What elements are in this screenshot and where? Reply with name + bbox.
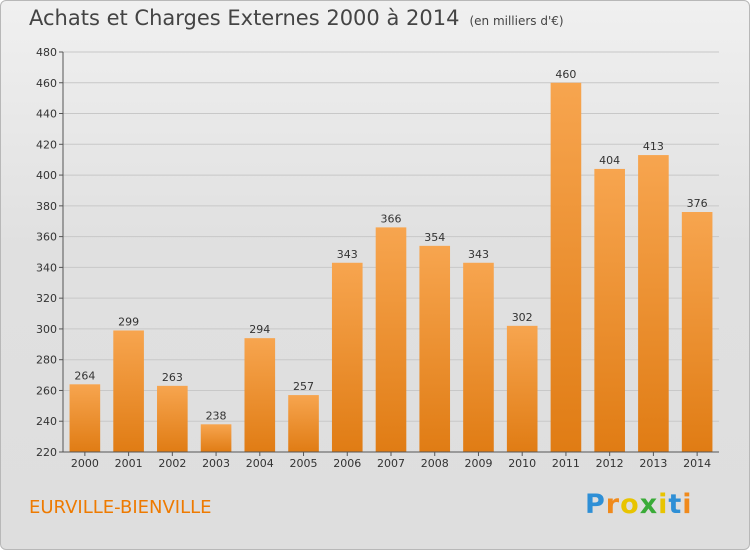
- bar: [419, 245, 451, 452]
- x-tick-label: 2005: [290, 457, 318, 470]
- logo-letter: o: [620, 489, 640, 520]
- data-label: 404: [599, 154, 620, 167]
- data-label: 354: [424, 231, 445, 244]
- y-tick-label: 280: [36, 354, 57, 367]
- y-tick-label: 240: [36, 415, 57, 428]
- bars: 264 299 263 238 294 257 343 366 354 343 302 460 404 4…: [69, 68, 713, 453]
- bar: [463, 262, 494, 452]
- bar: [638, 155, 669, 453]
- x-tick-label: 2006: [333, 457, 361, 470]
- y-tick-label: 340: [36, 261, 57, 274]
- axes: 220 240 260 280 300 320 340 360 380 400 420 440 460 4…: [36, 46, 719, 470]
- data-label: 343: [468, 248, 489, 261]
- data-label: 302: [512, 311, 533, 324]
- y-tick-label: 440: [36, 108, 57, 121]
- bar: [594, 168, 625, 452]
- data-label: 264: [74, 369, 95, 382]
- x-tick-label: 2009: [464, 457, 492, 470]
- logo-letter: r: [605, 489, 621, 520]
- data-label: 257: [293, 380, 314, 393]
- bar: [200, 424, 232, 452]
- data-label: 343: [337, 248, 358, 261]
- data-label: 366: [381, 212, 402, 225]
- x-tick-label: 2011: [552, 457, 580, 470]
- data-label: 263: [162, 371, 183, 384]
- logo-letter: i: [682, 489, 693, 520]
- logo-letter: x: [639, 489, 659, 520]
- logo-letter: t: [668, 489, 683, 520]
- y-tick-label: 360: [36, 231, 57, 244]
- commune-name: EURVILLE-BIENVILLE: [29, 497, 212, 518]
- x-tick-label: 2001: [115, 457, 143, 470]
- data-label: 376: [687, 197, 708, 210]
- y-tick-label: 300: [36, 323, 57, 336]
- bar: [288, 395, 319, 452]
- y-tick-label: 260: [36, 384, 57, 397]
- logo-letter: P: [585, 489, 606, 520]
- bar: [681, 212, 713, 452]
- proxiti-logo: Proxiti: [585, 489, 693, 520]
- y-tick-label: 220: [36, 446, 57, 459]
- x-tick-label: 2008: [421, 457, 449, 470]
- x-tick-label: 2003: [202, 457, 230, 470]
- y-tick-label: 380: [36, 200, 57, 213]
- x-tick-label: 2013: [639, 457, 667, 470]
- data-label: 413: [643, 140, 664, 153]
- y-tick-label: 460: [36, 77, 57, 90]
- y-tick-label: 420: [36, 138, 57, 151]
- chart-title: Achats et Charges Externes 2000 à 2014 (e…: [29, 6, 564, 30]
- data-label: 294: [249, 323, 270, 336]
- x-tick-label: 2010: [508, 457, 536, 470]
- bar: [69, 384, 101, 452]
- bar: [550, 82, 582, 453]
- chart-unit: (en milliers d'€): [469, 14, 564, 28]
- data-label: 299: [118, 315, 139, 328]
- bar: [244, 338, 276, 452]
- y-tick-label: 480: [36, 46, 57, 59]
- data-label: 238: [206, 409, 227, 422]
- logo-letter: i: [658, 489, 669, 520]
- data-label: 460: [555, 68, 576, 81]
- x-tick-label: 2014: [683, 457, 711, 470]
- bar: [157, 385, 188, 452]
- x-tick-label: 2012: [596, 457, 624, 470]
- bar: [331, 262, 363, 452]
- x-tick-label: 2000: [71, 457, 99, 470]
- bar: [375, 227, 407, 452]
- x-tick-label: 2002: [158, 457, 186, 470]
- x-tick-label: 2007: [377, 457, 405, 470]
- x-tick-label: 2004: [246, 457, 274, 470]
- y-tick-label: 400: [36, 169, 57, 182]
- bar: [113, 330, 144, 452]
- chart-title-text: Achats et Charges Externes 2000 à 2014: [29, 6, 460, 30]
- y-tick-label: 320: [36, 292, 57, 305]
- bar: [506, 325, 538, 452]
